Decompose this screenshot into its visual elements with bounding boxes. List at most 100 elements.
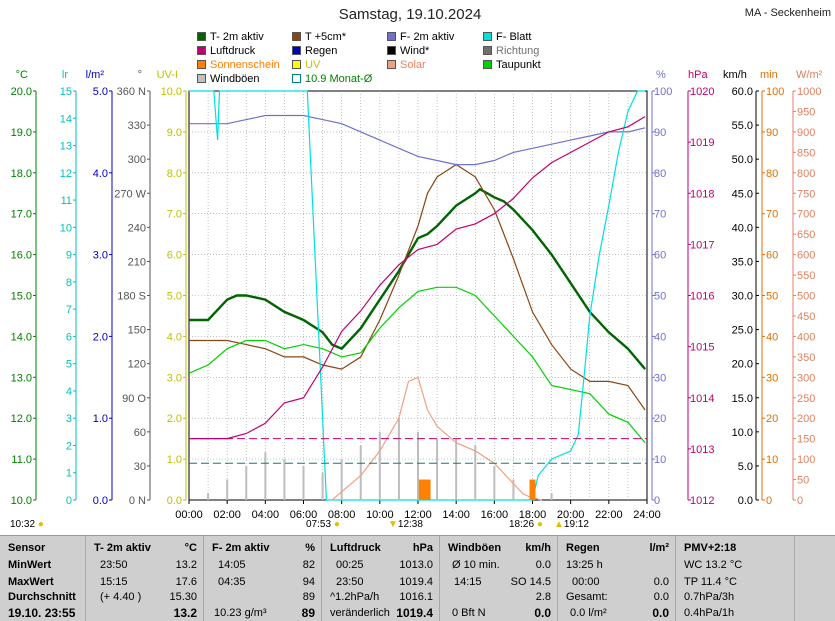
press-tick-label: 1014: [690, 393, 714, 405]
series-line-f-blatt: [189, 90, 646, 501]
lr-tick-label: 7: [66, 304, 72, 316]
solar-tick-label: 400: [797, 331, 815, 343]
legend-item-solar: Solar: [387, 59, 426, 71]
solar-tick-label: 1000: [797, 86, 821, 98]
row-min-label: MinWert: [8, 559, 52, 571]
solar-tick-label: 850: [797, 147, 815, 159]
hum-tick-label: 80: [654, 168, 666, 180]
dir-tick-label: 300: [128, 154, 146, 166]
solar-tick-label: 800: [797, 168, 815, 180]
press-tick-label: 1018: [690, 188, 714, 200]
legend-label: Solar: [400, 59, 426, 71]
solar-noon-time: ▼12:38: [388, 519, 423, 530]
sun-tick-label: 80: [766, 168, 778, 180]
legend-item-dew: Taupunkt: [483, 59, 541, 71]
wind-tick-label: 35.0: [732, 256, 753, 268]
row-max-label: MaxWert: [8, 576, 54, 588]
temp-tick-label: 12.0: [11, 413, 32, 425]
temp-tick-label: 13.0: [11, 372, 32, 384]
legend-label: Richtung: [496, 45, 540, 57]
temp-tick-label: 20.0: [11, 86, 32, 98]
temp-tick-label: 18.0: [11, 168, 32, 180]
wind-tick-label: 25.0: [732, 325, 753, 337]
solar-tick-label: 500: [797, 291, 815, 303]
temp-tick-label: 16.0: [11, 250, 32, 262]
series-line-luftdruck: [189, 116, 646, 440]
lr-tick-label: 4: [66, 386, 72, 398]
solar-tick-label: 100: [797, 454, 815, 466]
dir-tick-label: 0 N: [129, 495, 146, 507]
weather-chart: 20.019.018.017.016.015.014.013.012.011.0…: [11, 69, 823, 521]
legend-label: Wind*: [400, 45, 430, 57]
uv-tick-label: 2.0: [167, 413, 182, 425]
uv-tick-label: 1.0: [167, 454, 182, 466]
current-datetime: 19.10. 23:55: [8, 606, 76, 620]
dir-tick-label: 240: [128, 222, 146, 234]
hum-tick-label: 40: [654, 331, 666, 343]
wind-tick-label: 50.0: [732, 154, 753, 166]
col-press: Luftdruck hPa 00:25 1013.0 23:50 1019.4 …: [322, 536, 440, 621]
uv-tick-label: 0.0: [167, 495, 182, 507]
col-rain: Regen l/m² 13:25 h 00:00 0.0 Gesamt: 0.0…: [558, 536, 676, 621]
lr-tick-label: 5: [66, 359, 72, 371]
summary-table: Sensor MinWert MaxWert Durchschnitt 19.1…: [0, 535, 835, 621]
col-pmv: PMV+2:18 WC 13.2 °C TP 11.4 °C 0.7hPa/3h…: [676, 536, 795, 621]
row-avg-label: Durchschnitt: [8, 591, 76, 603]
wind-tick-label: 20.0: [732, 359, 753, 371]
solar-unit: W/m²: [796, 69, 823, 81]
col-temp: T- 2m aktiv °C 23:50 13.2 15:15 17.6 (+ …: [86, 536, 204, 621]
sensor-header: Sensor: [8, 542, 46, 554]
solar-tick-label: 650: [797, 229, 815, 241]
sun-tick-label: 60: [766, 250, 778, 262]
page-title: Samstag, 19.10.2024: [338, 6, 482, 23]
solar-tick-label: 300: [797, 372, 815, 384]
legend-item-dir: Richtung: [483, 45, 539, 57]
wind-tick-label: 30.0: [732, 291, 753, 303]
hum-tick-label: 60: [654, 250, 666, 262]
dir-tick-label: 270 W: [114, 188, 146, 200]
solar-tick-label: 350: [797, 352, 815, 364]
uv-tick-label: 3.0: [167, 372, 182, 384]
legend-label: Sonnenschein: [210, 59, 280, 71]
sun-tick-label: 50: [766, 291, 778, 303]
solar-tick-label: 200: [797, 413, 815, 425]
moonrise-time: 10:32 ●: [10, 519, 44, 530]
solar-tick-label: 600: [797, 250, 815, 262]
legend-item-month: 10.9 Monat-Ø: [292, 73, 372, 85]
sun-tick-label: 30: [766, 372, 778, 384]
press-tick-label: 1015: [690, 342, 714, 354]
lr-tick-label: 2: [66, 440, 72, 452]
solar-tick-label: 250: [797, 393, 815, 405]
series-layer: [188, 90, 647, 501]
wind-tick-label: 15.0: [732, 393, 753, 405]
solar-tick-label: 750: [797, 188, 815, 200]
lr-unit: lr: [62, 69, 68, 81]
time-tick-label: 06:00: [290, 509, 318, 521]
legend-item-temp: T- 2m aktiv: [197, 31, 264, 43]
lr-tick-label: 15: [60, 86, 72, 98]
rain-tick-label: 2.0: [93, 331, 108, 343]
legend-label: F- Blatt: [496, 31, 532, 43]
time-tick-label: 24:00: [633, 509, 661, 521]
sunshine-bar: [424, 479, 431, 500]
hum-unit: %: [656, 69, 666, 81]
dir-tick-label: 150: [128, 325, 146, 337]
rain-tick-label: 4.0: [93, 168, 108, 180]
chart-legend: T- 2m aktiv T +5cm* F- 2m aktiv F- Blatt…: [197, 31, 577, 85]
lr-tick-label: 14: [60, 113, 72, 125]
wind-tick-label: 60.0: [732, 86, 753, 98]
press-tick-label: 1017: [690, 239, 714, 251]
wind-tick-label: 5.0: [738, 461, 753, 473]
series-line-taupunkt: [188, 286, 646, 444]
col-wind: Windböen km/h Ø 10 min. 0.0 14:15 SO 14.…: [440, 536, 558, 621]
sunset-time: 18:26 ●: [509, 519, 543, 530]
hum-tick-label: 100: [654, 86, 672, 98]
dir-tick-label: 60: [134, 427, 146, 439]
sun-tick-label: 90: [766, 127, 778, 139]
rain-tick-label: 0.0: [93, 495, 108, 507]
time-tick-label: 12:00: [404, 509, 432, 521]
lr-tick-label: 3: [66, 413, 72, 425]
col-hum: F- 2m aktiv % 14:05 82 04:35 94 89 10.23…: [204, 536, 322, 621]
solar-tick-label: 550: [797, 270, 815, 282]
solar-tick-label: 0: [797, 495, 803, 507]
